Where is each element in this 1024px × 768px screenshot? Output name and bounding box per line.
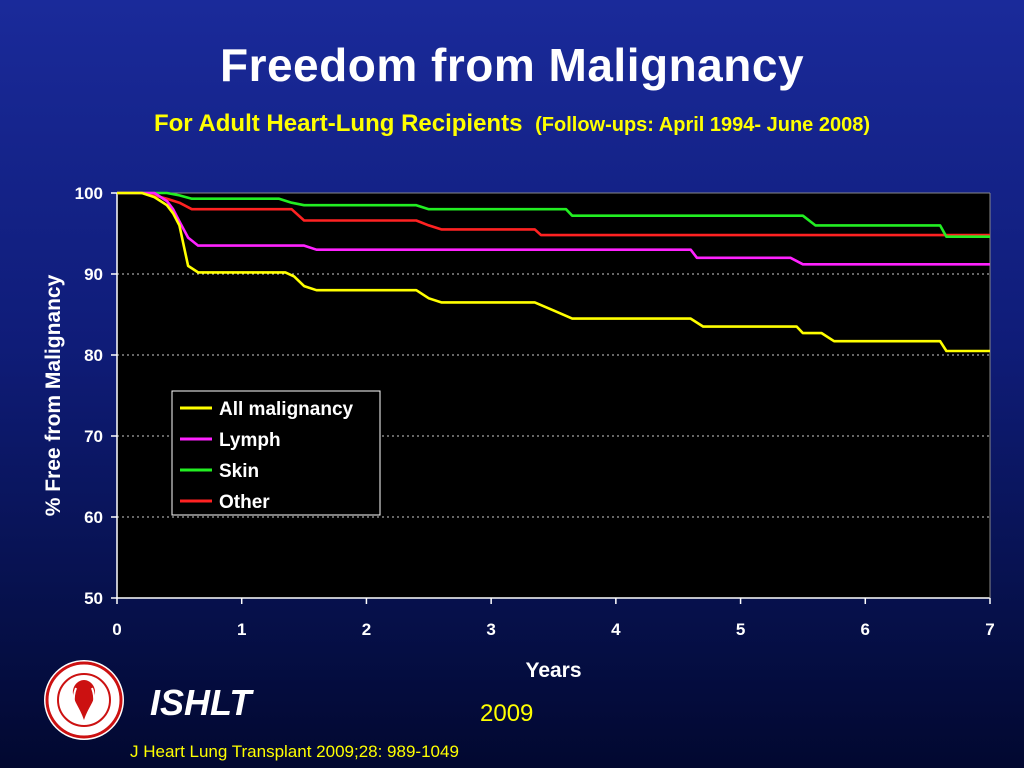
legend-box [171,390,381,516]
y-tick-label: 100 [75,184,103,203]
series-line-all-malignancy [117,191,990,353]
x-tick-label: 6 [861,620,870,639]
series-line-lymph [117,191,990,266]
x-tick-label: 1 [237,620,246,639]
org-label: ISHLT [150,682,252,723]
citation: J Heart Lung Transplant 2009;28: 989-104… [130,742,459,761]
legend-label: Skin [219,461,259,482]
x-tick-label: 3 [486,620,495,639]
x-tick-label: 5 [736,620,745,639]
y-axis-title: % Free from Malignancy [42,274,65,516]
subtitle-main: For Adult Heart-Lung Recipients [153,110,523,137]
subtitle-parenthetical: (Follow-ups: April 1994- June 2008) [535,114,870,136]
legend-label: All malignancy [219,399,354,420]
legend-label: Lymph [219,430,281,451]
series-line-skin [117,191,990,238]
x-axis-title: Years [525,659,581,682]
y-tick-label: 50 [84,589,103,608]
y-tick-label: 80 [84,346,103,365]
y-tick-label: 90 [84,265,103,284]
year-label: 2009 [480,700,534,727]
x-tick-label: 4 [611,620,621,639]
y-tick-label: 70 [84,427,103,446]
legend-label: Other [219,492,270,513]
slide-title: Freedom from Malignancy [219,39,805,91]
series-line-other [117,191,990,237]
slide-subtitle: For Adult Heart-Lung Recipients (Follow-… [0,110,1024,138]
y-tick-label: 60 [84,508,103,527]
x-tick-label: 2 [362,620,371,639]
x-tick-label: 7 [985,620,994,639]
x-tick-label: 0 [112,620,121,639]
ishlt-seal-icon [44,660,124,740]
